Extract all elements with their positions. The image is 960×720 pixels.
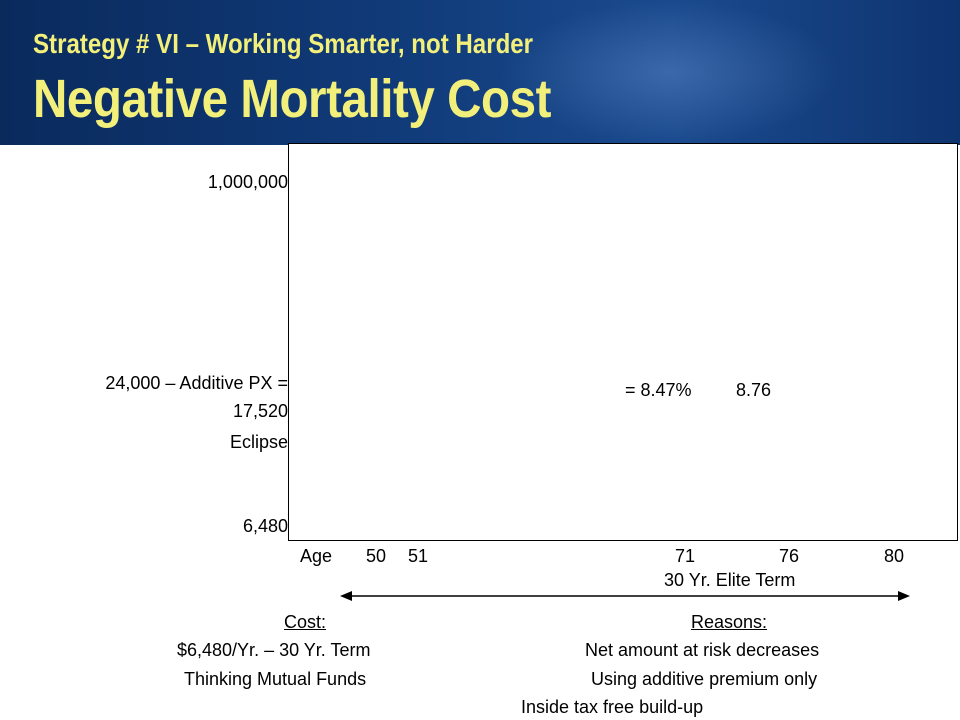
header-banner: Strategy # VI – Working Smarter, not Har… [0, 0, 960, 145]
term-label: 30 Yr. Elite Term [664, 570, 796, 590]
reasons-heading: Reasons: [691, 612, 768, 632]
header-glow [500, 0, 840, 145]
cost-line-1: $6,480/Yr. – 30 Yr. Term [177, 640, 371, 660]
slide-title: Negative Mortality Cost [33, 69, 551, 129]
y-label-17520: 17,520 [232, 401, 288, 421]
y-label-6480: 6,480 [242, 516, 288, 536]
x-label-50: 50 [366, 546, 387, 566]
chart-plot-area [288, 143, 958, 541]
cost-heading: Cost: [284, 612, 327, 632]
x-label-51: 51 [408, 546, 429, 566]
y-label-additive-px: 24,000 – Additive PX = [105, 373, 288, 393]
x-label-76: 76 [779, 546, 800, 566]
reason-1: Net amount at risk decreases [585, 640, 820, 660]
reason-3: Inside tax free build-up [521, 697, 704, 717]
reason-2: Using additive premium only [591, 669, 818, 689]
cost-line-2: Thinking Mutual Funds [184, 669, 367, 689]
annotation-value: 8.76 [736, 380, 772, 400]
x-label-age: Age [300, 546, 333, 566]
x-label-80: 80 [884, 546, 905, 566]
slide-subtitle: Strategy # VI – Working Smarter, not Har… [33, 28, 534, 59]
x-label-71: 71 [675, 546, 696, 566]
annotation-rate: = 8.47% [625, 380, 692, 400]
y-label-eclipse: Eclipse [229, 432, 288, 452]
y-label-1000000: 1,000,000 [207, 172, 288, 192]
term-span-arrow [340, 591, 910, 601]
